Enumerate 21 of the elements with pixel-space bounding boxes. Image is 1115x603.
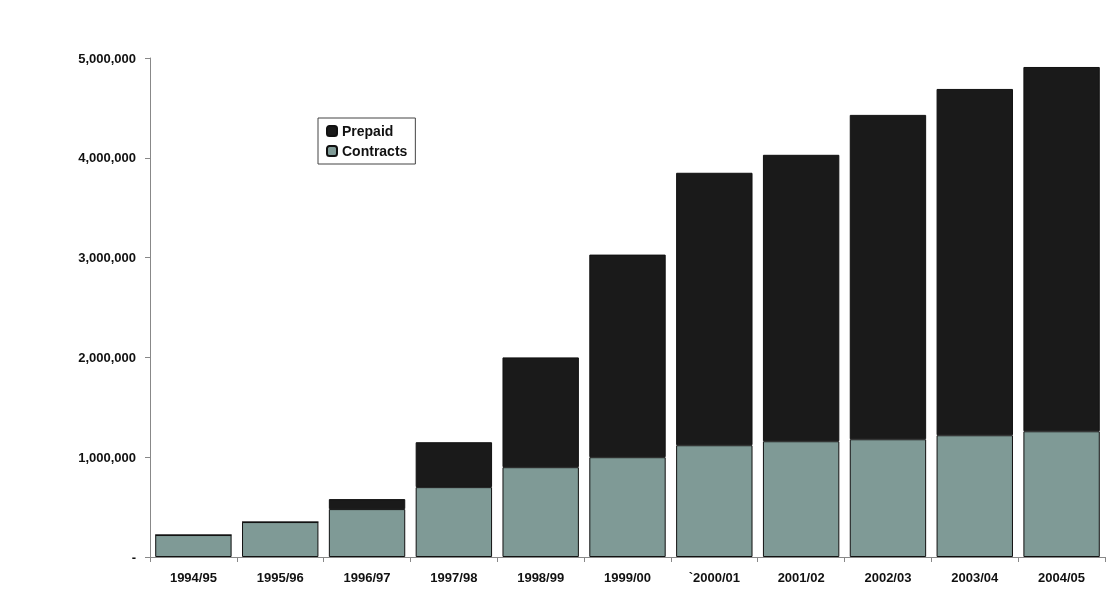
x-tick-label: 2003/04	[951, 570, 1000, 585]
x-tick-label: 1997/98	[430, 570, 478, 585]
x-tick-label: 2001/02	[777, 570, 825, 585]
y-tick-label: 5,000,000	[78, 50, 136, 66]
legend-label: Contracts	[342, 143, 408, 159]
y-tick-label: 1,000,000	[78, 449, 136, 465]
y-tick-label: 4,000,000	[78, 150, 136, 166]
bar	[242, 522, 319, 557]
x-tick-label: `2000/01	[688, 570, 740, 585]
x-tick-label: 1998/99	[517, 570, 565, 585]
x-tick-label: 1994/95	[169, 570, 217, 585]
x-tick-label: 1999/00	[604, 570, 651, 585]
y-tick-label: -	[131, 549, 136, 565]
y-tick-label: 2,000,000	[78, 349, 136, 365]
x-tick-label: 2004/05	[1038, 570, 1086, 585]
x-tick-label: 2002/03	[864, 570, 912, 585]
x-tick-label: 1996/97	[343, 570, 391, 585]
bar	[155, 535, 232, 557]
x-tick-label: 1995/96	[256, 570, 304, 585]
y-tick-label: 3,000,000	[78, 250, 136, 266]
legend-label: Prepaid	[342, 123, 394, 139]
